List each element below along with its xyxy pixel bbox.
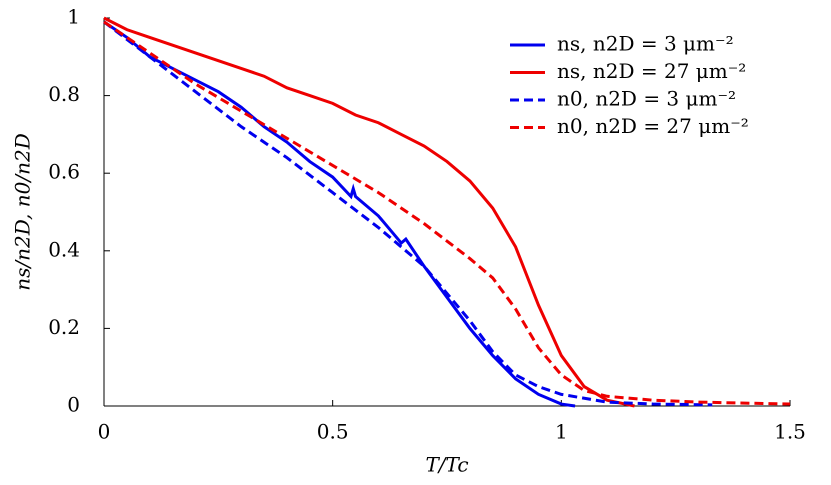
x-tick-label: 0.5 (317, 420, 349, 444)
y-tick-label: 1 (67, 5, 80, 29)
x-axis-label: T/Tc (425, 453, 468, 477)
line-series (103, 20, 791, 406)
x-tick-label: 0 (98, 420, 111, 444)
y-tick-label: 0.6 (48, 160, 80, 184)
y-axis-label: ns/n2D, n0/n2D (11, 133, 35, 291)
line-series (103, 16, 635, 408)
y-tick-label: 0.4 (48, 237, 80, 261)
line-series (103, 20, 713, 407)
legend-label: ns, n2D = 3 μm⁻² (557, 32, 734, 56)
x-tick-label: 1.5 (774, 420, 806, 444)
legend-label: n0, n2D = 27 μm⁻² (557, 114, 749, 138)
legend-label: n0, n2D = 3 μm⁻² (557, 87, 736, 111)
y-tick-label: 0.2 (48, 315, 80, 339)
line-series (103, 20, 576, 408)
legend-label: ns, n2D = 27 μm⁻² (557, 59, 746, 83)
y-tick-label: 0.8 (48, 82, 80, 106)
x-tick-label: 1 (555, 420, 568, 444)
y-tick-label: 0 (67, 393, 80, 417)
